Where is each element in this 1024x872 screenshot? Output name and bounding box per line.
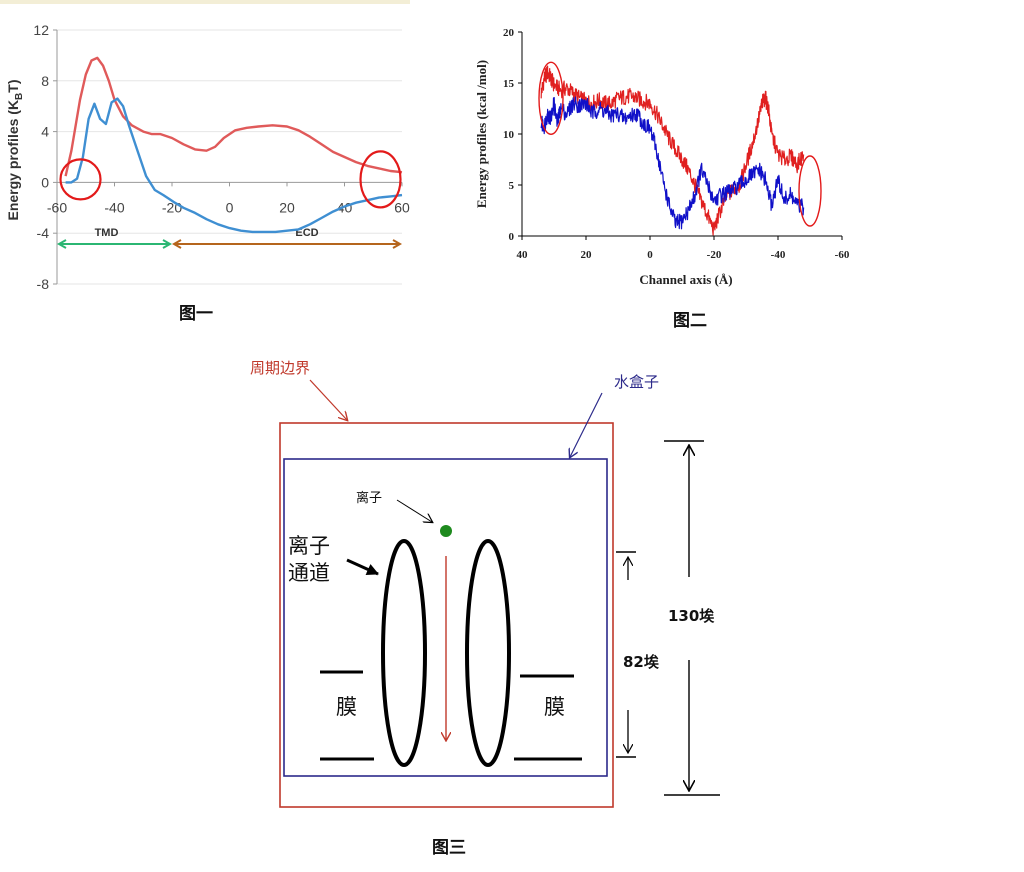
fig1-highlight-circle <box>59 158 102 201</box>
fig2-x-tick-label: 20 <box>581 249 593 261</box>
fig2-series-line-1 <box>540 65 805 236</box>
fig1-highlight-circle <box>359 150 402 209</box>
fig2-y-axis-label: Energy profiles (kcal /mol) <box>474 60 489 208</box>
fig1-series-line-2 <box>65 97 403 234</box>
fig1-y-tick-label: -4 <box>37 225 50 241</box>
fig1-x-tick-label: -60 <box>47 199 67 215</box>
dim-inner-label: 82埃 <box>623 653 660 671</box>
water-box <box>283 458 608 777</box>
periodic-boundary-label: 周期边界 <box>250 359 310 377</box>
ion-label: 离子 <box>356 490 382 506</box>
fig2-x-tick-label: -20 <box>707 249 722 261</box>
fig1-y-axis-label: Energy profiles (KBT) <box>5 79 25 220</box>
figure-2-chart: 40 20 0 -20 -40 -60 20 15 10 5 0 Energy profiles … <box>474 27 850 331</box>
fig2-caption: 图二 <box>673 311 707 331</box>
fig1-region-arrow-right <box>162 239 173 249</box>
fig1-y-tick-label: 8 <box>41 73 49 89</box>
water-box-arrow <box>570 392 603 457</box>
figure-3-diagram: 周期边界 水盒子 离子 离子 通道 膜 膜 130埃 82埃 图三 <box>250 359 720 858</box>
fig2-y-tick-label: 10 <box>503 129 515 141</box>
channel-wall-right <box>465 539 511 767</box>
fig2-highlight-ellipse <box>538 61 564 136</box>
fig1-x-tick-label: -40 <box>104 199 124 215</box>
fig1-x-tick-label: 60 <box>394 199 410 215</box>
ion-dot <box>440 525 452 537</box>
fig1-y-tick-label: 12 <box>33 22 49 38</box>
fig2-y-tick-label: 15 <box>503 78 515 90</box>
ion-arrow <box>396 499 432 522</box>
ion-channel-label-2: 通道 <box>288 561 330 585</box>
dim-outer-label: 130埃 <box>668 607 715 625</box>
fig1-y-tick-label: -8 <box>37 276 50 292</box>
fig1-region-label: TMD <box>95 227 119 239</box>
fig1-region-label: ECD <box>295 227 318 239</box>
fig3-caption: 图三 <box>432 838 466 858</box>
top-strip <box>0 0 410 4</box>
fig1-x-tick-label: 0 <box>226 199 234 215</box>
ion-channel-label-1: 离子 <box>288 534 330 558</box>
fig2-y-tick-label: 0 <box>509 231 515 243</box>
fig2-x-axis-label: Channel axis (Å) <box>639 272 732 287</box>
fig2-x-tick-label: -60 <box>835 249 850 261</box>
channel-wall-left <box>381 539 427 767</box>
fig2-series-line-2 <box>540 96 805 230</box>
fig1-x-tick-label: 20 <box>279 199 295 215</box>
fig2-x-tick-label: 0 <box>647 249 653 261</box>
fig1-region-arrow-left <box>56 239 67 249</box>
membrane-right-label: 膜 <box>544 695 565 719</box>
fig1-caption: 图一 <box>179 304 213 324</box>
fig2-y-tick-label: 20 <box>503 27 515 39</box>
fig1-region-arrow-right <box>392 239 403 249</box>
water-box-label: 水盒子 <box>614 373 659 391</box>
fig1-y-tick-label: 4 <box>41 124 49 140</box>
fig2-x-tick-label: 40 <box>517 249 529 261</box>
ion-channel-arrow <box>346 558 379 576</box>
fig2-x-tick-label: -40 <box>771 249 786 261</box>
fig1-series-line-1 <box>64 56 403 177</box>
periodic-boundary-box <box>279 422 614 808</box>
fig1-region-arrow-left <box>171 239 182 249</box>
membrane-left-label: 膜 <box>336 695 357 719</box>
fig1-y-tick-label: 0 <box>41 174 49 190</box>
periodic-boundary-arrow <box>309 379 347 420</box>
fig2-y-tick-label: 5 <box>509 180 515 192</box>
fig2-highlight-ellipse <box>798 155 822 227</box>
